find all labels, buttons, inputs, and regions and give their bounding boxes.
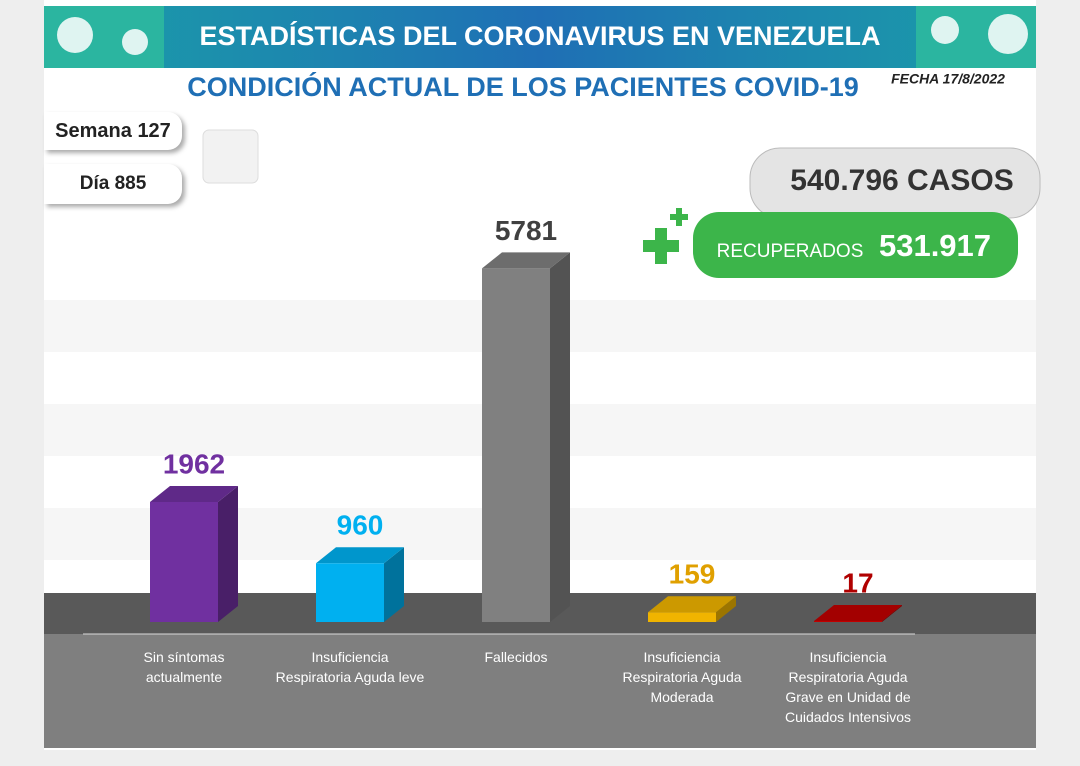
bar xyxy=(482,268,550,622)
virus-icon xyxy=(988,14,1028,54)
category-label: Insuficiencia Respiratoria Aguda leve xyxy=(275,649,425,685)
virus-icon xyxy=(57,17,93,53)
bar-side xyxy=(550,252,570,622)
bar-side xyxy=(384,547,404,622)
bar xyxy=(814,620,882,622)
bar xyxy=(316,563,384,622)
calendar-icon xyxy=(202,129,259,184)
banner xyxy=(44,6,1036,68)
category-label: Insuficiencia Respiratoria Aguda Grave e… xyxy=(784,649,912,725)
value-label: 17 xyxy=(842,567,873,598)
virus-icon xyxy=(931,16,959,44)
bar-top xyxy=(316,547,404,564)
bar xyxy=(648,612,716,622)
bar-top xyxy=(482,252,570,269)
bar-side xyxy=(716,596,736,622)
category-label: Sin síntomas actualmente xyxy=(143,649,225,685)
value-label: 960 xyxy=(337,510,384,541)
plus-icon xyxy=(643,228,679,264)
day: Día 885 xyxy=(44,164,182,204)
category-label: Insuficiencia Respiratoria Aguda Moderad… xyxy=(622,649,742,705)
bar-side xyxy=(218,485,238,622)
recovered-value: 531.917 xyxy=(879,228,991,263)
label-area xyxy=(44,634,1036,748)
bar-side xyxy=(882,604,902,622)
bar-top xyxy=(150,485,238,502)
date: FECHA 17/8/2022 xyxy=(891,71,1005,87)
category-label: Fallecidos xyxy=(484,649,548,665)
recovered-label: RECUPERADOS xyxy=(717,241,864,262)
bar-top xyxy=(814,604,902,621)
recovered-pill xyxy=(693,212,1018,278)
bar xyxy=(150,501,218,622)
bar-top xyxy=(648,596,736,613)
virus-icon xyxy=(122,29,148,55)
value-label: 159 xyxy=(669,559,716,590)
value-label: 1962 xyxy=(163,448,225,479)
banner-title: ESTADÍSTICAS DEL CORONAVIRUS EN VENEZUEL… xyxy=(199,20,880,51)
cases: 540.796 CASOS xyxy=(790,164,1013,197)
value-label: 5781 xyxy=(495,215,557,246)
chart-title: CONDICIÓN ACTUAL DE LOS PACIENTES COVID-… xyxy=(187,71,859,102)
week: Semana 127 xyxy=(44,112,182,150)
plus-icon xyxy=(670,208,688,226)
